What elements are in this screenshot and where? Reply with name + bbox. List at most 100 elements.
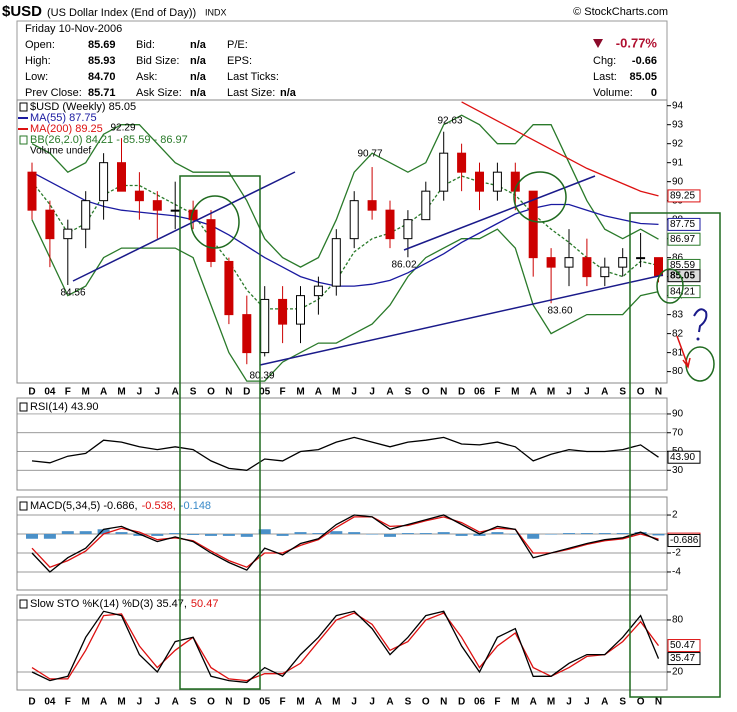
- candle-body: [206, 219, 216, 262]
- field-value: n/a: [280, 87, 297, 99]
- histogram-bar: [222, 534, 235, 536]
- field-value: n/a: [190, 55, 207, 67]
- histogram-bar: [384, 534, 396, 537]
- value-box-label: -0.686: [670, 535, 699, 546]
- price-annotation: 80.39: [249, 371, 274, 382]
- candle-body: [546, 257, 556, 268]
- candle-body: [349, 200, 359, 240]
- quote-value: 0: [651, 87, 657, 99]
- x-tick-label: N: [225, 387, 232, 398]
- price-annotation: 83.60: [547, 306, 572, 317]
- x-tick-label: A: [530, 697, 537, 708]
- quote-label: Chg:: [593, 55, 616, 67]
- value-box-label: 85.59: [670, 260, 695, 271]
- y-tick-label: 2: [672, 510, 678, 521]
- x-tick-label: F: [494, 697, 500, 708]
- histogram-bar: [133, 534, 146, 536]
- x-tick-label: M: [332, 697, 340, 708]
- histogram-bar: [401, 533, 414, 535]
- candle-body: [367, 200, 377, 211]
- candle-body: [134, 190, 144, 202]
- value-box: [667, 189, 701, 203]
- question-dot: [696, 337, 700, 341]
- y-tick-label: 91: [672, 157, 684, 168]
- value-box-label: 87.75: [670, 219, 695, 230]
- value-box: [667, 652, 701, 666]
- x-tick-label: S: [619, 387, 626, 398]
- x-tick-label: J: [584, 387, 590, 398]
- histogram-bar: [545, 534, 558, 535]
- line: [461, 101, 659, 197]
- field-value: n/a: [190, 87, 207, 99]
- x-tick-label: M: [511, 697, 519, 708]
- value-box-label: 89.25: [670, 191, 695, 202]
- histogram-bar: [115, 532, 128, 535]
- trendline: [259, 274, 664, 366]
- histogram-bar: [491, 532, 504, 535]
- y-tick-label: 70: [672, 427, 684, 438]
- price-annotation: 86.02: [391, 260, 416, 271]
- x-tick-label: A: [100, 387, 107, 398]
- x-tick-label: M: [296, 387, 304, 398]
- legend-text: BB(26,2.0) 84.21 - 85.59 - 86.97: [30, 134, 188, 146]
- panel-frame: [16, 397, 668, 491]
- x-tick-label: M: [547, 387, 555, 398]
- x-tick-label: M: [117, 697, 125, 708]
- x-tick-label: F: [494, 387, 500, 398]
- histogram-bar: [187, 534, 200, 535]
- note: Volume undef: [30, 146, 91, 157]
- field-label: High:: [25, 55, 51, 67]
- legend-swatch: [19, 135, 28, 145]
- x-tick-label: A: [315, 697, 322, 708]
- candle-body: [564, 257, 574, 268]
- field-value: 85.69: [88, 39, 116, 51]
- x-tick-label: N: [440, 697, 447, 708]
- copyright: © StockCharts.com: [573, 6, 668, 18]
- candle-body: [618, 257, 628, 268]
- candle-body: [260, 298, 270, 354]
- candle-body: [457, 152, 467, 173]
- candle-body: [600, 266, 610, 278]
- field-label: Bid:: [136, 39, 155, 51]
- x-tick-label: M: [82, 387, 90, 398]
- x-tick-label: D: [243, 697, 250, 708]
- x-tick-label: O: [207, 697, 215, 708]
- x-tick-label: 04: [44, 697, 56, 708]
- x-tick-label: A: [172, 697, 179, 708]
- x-tick-label: D: [28, 697, 35, 708]
- x-tick-label: S: [405, 697, 412, 708]
- x-tick-label: O: [422, 387, 430, 398]
- histogram-bar: [276, 534, 289, 536]
- value-box-label: 43.90: [670, 452, 695, 463]
- histogram-bar: [634, 532, 647, 535]
- histogram-bar: [169, 533, 182, 535]
- panel-frame: [16, 99, 668, 384]
- value-box: [667, 269, 701, 283]
- candle-body: [99, 162, 109, 202]
- histogram-bar: [366, 534, 379, 535]
- x-tick-label: J: [369, 387, 375, 398]
- field-label: Ask:: [136, 71, 157, 83]
- value-box: [667, 232, 701, 246]
- x-tick-label: D: [28, 387, 35, 398]
- x-tick-label: J: [137, 697, 143, 708]
- candle-body: [528, 190, 538, 259]
- y-tick-label: 94: [672, 100, 684, 111]
- y-tick-label: 83: [672, 309, 684, 320]
- panel-frame: [16, 594, 668, 691]
- x-tick-label: O: [207, 387, 215, 398]
- legend-text: MACD(5,34,5) -0.686,: [30, 500, 138, 512]
- histogram-bar: [616, 533, 629, 535]
- candle-body: [152, 200, 162, 211]
- x-tick-label: S: [619, 697, 626, 708]
- change-pct: -0.77%: [616, 35, 658, 50]
- histogram-bar: [437, 532, 450, 535]
- quote-date: Friday 10-Nov-2006: [25, 23, 122, 35]
- x-tick-label: J: [155, 697, 161, 708]
- histogram-bar: [312, 533, 325, 535]
- panel-frame: [16, 496, 668, 591]
- field-value: 84.70: [88, 71, 116, 83]
- line: [31, 436, 659, 471]
